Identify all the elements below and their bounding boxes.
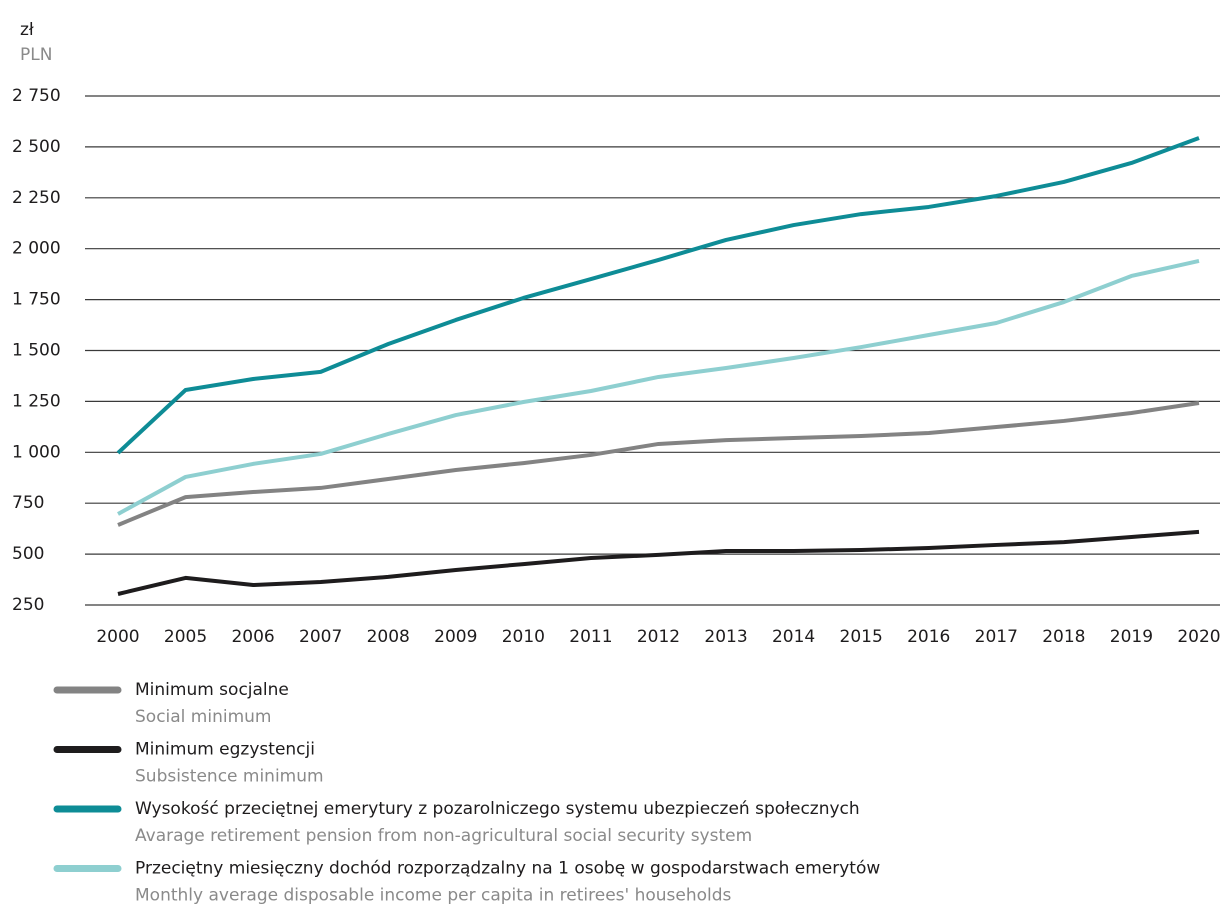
x-tick-label: 2017 — [975, 627, 1018, 647]
y-tick-label: 1 250 — [12, 391, 61, 411]
series-line — [117, 401, 1200, 527]
x-tick-label: 2009 — [434, 627, 477, 647]
x-tick-label: 2018 — [1042, 627, 1085, 647]
legend-label: Minimum socjalne — [135, 680, 289, 700]
y-tick-label: 2 500 — [12, 137, 61, 157]
y-tick-label: 1 000 — [12, 442, 61, 462]
x-tick-label: 2005 — [164, 627, 207, 647]
x-tick-label: 2012 — [637, 627, 680, 647]
legend-label: Minimum egzystencji — [135, 740, 315, 760]
y-tick-label: 2 000 — [12, 239, 61, 259]
series-line — [117, 529, 1200, 596]
legend-label-en: Monthly average disposable income per ca… — [135, 886, 732, 906]
legend-label: Wysokość przeciętnej emerytury z pozarol… — [135, 799, 860, 819]
series-line — [117, 258, 1200, 516]
y-tick-label: 2 250 — [12, 188, 61, 208]
legend-label-en: Social minimum — [135, 707, 271, 727]
x-tick-label: 2006 — [231, 627, 274, 647]
y-unit: zł — [20, 20, 34, 40]
legend-label-en: Avarage retirement pension from non-agri… — [135, 826, 752, 846]
y-unit-en: PLN — [20, 45, 52, 65]
x-tick-label: 2000 — [96, 627, 139, 647]
x-tick-label: 2013 — [704, 627, 747, 647]
x-tick-label: 2016 — [907, 627, 950, 647]
x-tick-label: 2010 — [502, 627, 545, 647]
x-tick-label: 2015 — [840, 627, 883, 647]
y-tick-label: 2 750 — [12, 86, 61, 106]
y-tick-label: 1 750 — [12, 290, 61, 310]
x-tick-label: 2020 — [1177, 627, 1220, 647]
series-line — [116, 136, 1200, 455]
y-tick-label: 750 — [12, 493, 44, 513]
y-tick-label: 250 — [12, 595, 44, 615]
legend-label-en: Subsistence minimum — [135, 767, 324, 787]
x-tick-label: 2014 — [772, 627, 815, 647]
x-tick-label: 2007 — [299, 627, 342, 647]
x-tick-label: 2008 — [367, 627, 410, 647]
y-tick-label: 500 — [12, 544, 44, 564]
x-tick-label: 2011 — [569, 627, 612, 647]
y-tick-label: 1 500 — [12, 341, 61, 361]
x-tick-label: 2019 — [1110, 627, 1153, 647]
legend-label: Przeciętny miesięczny dochód rozporządza… — [135, 859, 880, 879]
